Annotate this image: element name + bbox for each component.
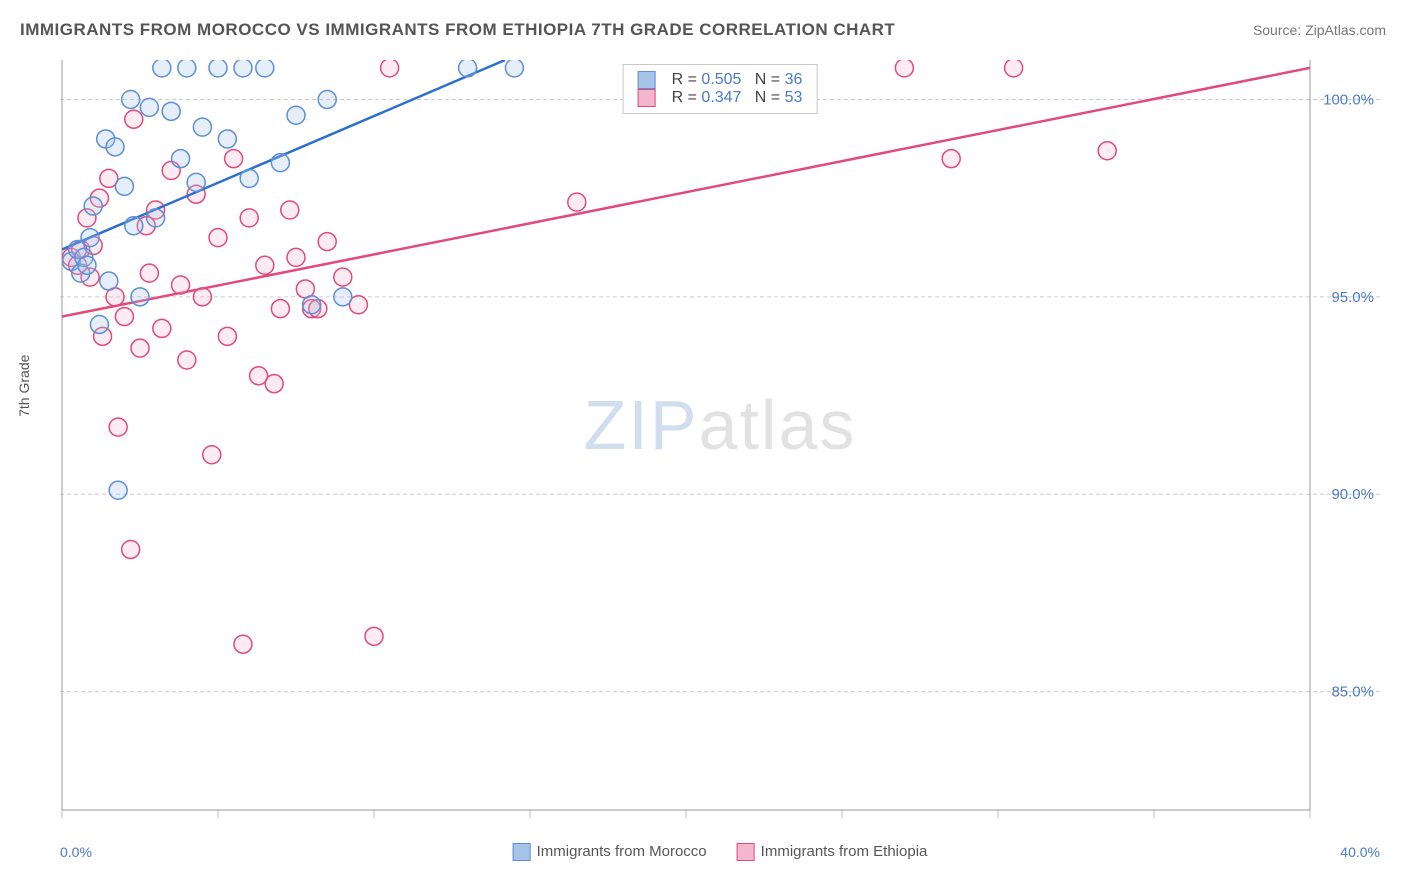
y-axis-label: 7th Grade xyxy=(16,355,32,417)
x-tick-max: 40.0% xyxy=(1340,844,1380,860)
legend-swatch-morocco xyxy=(638,71,656,89)
legend-item-ethiopia: Immigrants from Ethiopia xyxy=(737,843,928,861)
chart-container: 7th Grade 85.0%90.0%95.0%100.0% ZIPatlas… xyxy=(60,60,1380,820)
x-axis-row: 0.0% Immigrants from Morocco Immigrants … xyxy=(60,844,1380,860)
legend-swatch-morocco-icon xyxy=(513,843,531,861)
svg-text:95.0%: 95.0% xyxy=(1331,289,1374,306)
chart-title: IMMIGRANTS FROM MOROCCO VS IMMIGRANTS FR… xyxy=(20,20,895,40)
chart-source: Source: ZipAtlas.com xyxy=(1253,22,1386,38)
legend-swatch-ethiopia-icon xyxy=(737,843,755,861)
x-tick-min: 0.0% xyxy=(60,844,92,860)
stat-legend: R = 0.505 N = 36 R = 0.347 N = 53 xyxy=(623,64,818,114)
chart-header: IMMIGRANTS FROM MOROCCO VS IMMIGRANTS FR… xyxy=(20,20,1386,40)
svg-text:85.0%: 85.0% xyxy=(1331,684,1374,701)
legend-swatch-ethiopia xyxy=(638,89,656,107)
scatter-plot: 85.0% 90.0% 95.0% 100.0% xyxy=(60,60,1380,820)
legend-item-morocco: Immigrants from Morocco xyxy=(513,843,707,861)
stat-row-ethiopia: R = 0.347 N = 53 xyxy=(638,89,803,107)
svg-text:100.0%: 100.0% xyxy=(1323,91,1374,108)
series-legend: Immigrants from Morocco Immigrants from … xyxy=(513,843,928,861)
svg-text:90.0%: 90.0% xyxy=(1331,486,1374,503)
stat-row-morocco: R = 0.505 N = 36 xyxy=(638,71,803,89)
